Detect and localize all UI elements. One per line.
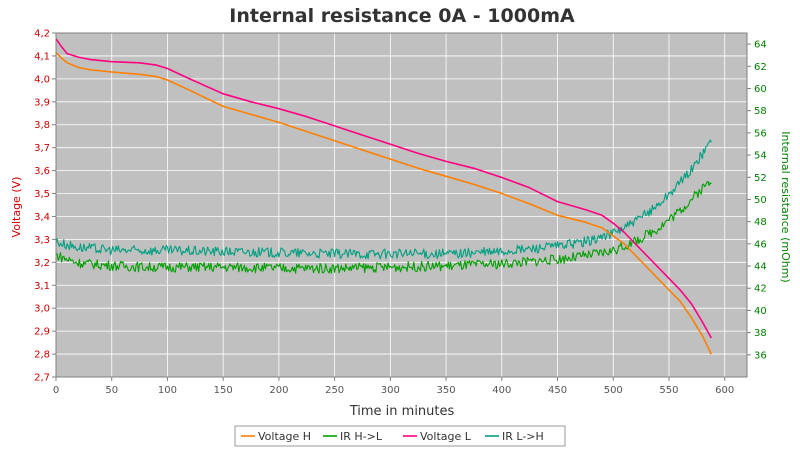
y-right-tick-label: 62 (754, 62, 767, 73)
x-tick-label: 250 (325, 385, 344, 396)
series-layer (55, 38, 713, 355)
y-right-tick-label: 36 (754, 350, 767, 361)
y-left-tick-label: 3,8 (34, 120, 50, 131)
y-right-tick-label: 50 (754, 195, 767, 206)
series-line-ir-h-l (55, 180, 712, 274)
y-left-axis-label: Voltage (V) (10, 177, 23, 238)
plot-border (55, 32, 748, 378)
y-left-tick-label: 3,7 (34, 143, 50, 154)
y-left-tick-label: 3,3 (34, 235, 50, 246)
x-tick-label: 450 (548, 385, 567, 396)
y-left-tick-label: 3,9 (34, 97, 50, 108)
x-axis-label: Time in minutes (349, 404, 455, 419)
y-left-tick-label: 3,6 (34, 166, 50, 177)
y-right-axis: 36 38 40 42 44 46 48 50 52 54 56 58 60 62 64 (747, 40, 767, 361)
y-right-tick-label: 64 (754, 40, 767, 51)
y-left-tick-label: 3,2 (34, 258, 50, 269)
y-left-tick-label: 4,0 (34, 74, 50, 85)
y-right-axis-label: Internal resistance (mOhm) (779, 131, 792, 282)
x-tick-label: 0 (53, 385, 59, 396)
x-tick-label: 400 (492, 385, 511, 396)
legend: Voltage H IR H->L Voltage L IR L->H (234, 425, 566, 447)
y-right-tick-label: 42 (754, 284, 767, 295)
legend-entry: Voltage L (420, 430, 472, 443)
y-right-tick-label: 44 (754, 262, 767, 273)
y-left-axis: 2,7 2,8 2,9 3,0 3,1 3,2 3,3 3,4 3,5 3,6 3,7 3,8 3,9 4… (34, 29, 56, 384)
y-right-tick-label: 56 (754, 128, 767, 139)
y-left-tick-label: 3,1 (34, 281, 50, 292)
y-left-tick-label: 4,1 (34, 51, 50, 62)
y-right-tick-label: 46 (754, 239, 767, 250)
y-right-tick-label: 40 (754, 306, 767, 317)
y-right-tick-label: 58 (754, 106, 767, 117)
x-tick-label: 300 (381, 385, 400, 396)
y-left-tick-label: 2,7 (34, 373, 50, 384)
series-line-voltage-h (55, 51, 713, 355)
x-tick-label: 150 (214, 385, 233, 396)
x-tick-label: 100 (158, 385, 177, 396)
y-left-tick-label: 2,8 (34, 350, 50, 361)
plot-area (56, 33, 747, 377)
y-left-tick-label: 2,9 (34, 327, 50, 338)
series-line-ir-l-h (55, 139, 712, 260)
series-line-voltage-l (55, 38, 712, 339)
y-right-tick-label: 60 (754, 84, 767, 95)
y-right-tick-label: 48 (754, 217, 767, 228)
x-axis: 0 50 100 150 200 250 300 350 400 450 500 550 600 (53, 377, 734, 396)
y-left-tick-label: 3,4 (34, 212, 50, 223)
legend-entry: Voltage H (258, 430, 311, 443)
chart-title: Internal resistance 0A - 1000mA (229, 5, 575, 27)
y-right-tick-label: 52 (754, 173, 767, 184)
legend-entry: IR L->H (502, 430, 544, 443)
x-tick-label: 550 (659, 385, 678, 396)
x-tick-label: 500 (604, 385, 623, 396)
x-tick-label: 200 (269, 385, 288, 396)
y-left-tick-label: 3,5 (34, 189, 50, 200)
x-tick-label: 350 (437, 385, 456, 396)
legend-box (234, 425, 566, 447)
x-tick-label: 600 (715, 385, 734, 396)
legend-entry: IR H->L (340, 430, 383, 443)
y-left-tick-label: 3,0 (34, 304, 50, 315)
y-left-tick-label: 4,2 (34, 29, 50, 40)
y-right-tick-label: 38 (754, 328, 767, 339)
x-tick-label: 50 (105, 385, 118, 396)
y-right-tick-label: 54 (754, 151, 767, 162)
